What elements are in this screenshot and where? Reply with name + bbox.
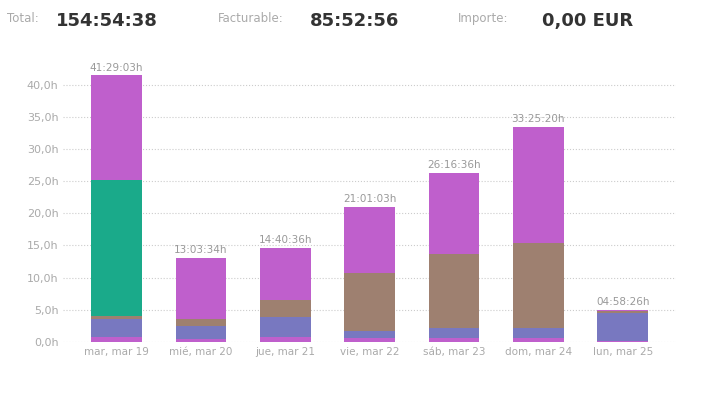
Bar [429,338,479,342]
Bar [92,319,142,337]
Bar [513,127,564,242]
Bar [92,75,142,180]
Bar [598,341,648,342]
Bar [175,339,226,342]
Text: 154:54:38: 154:54:38 [56,12,158,30]
Bar [344,273,395,331]
Text: 14:40:36h: 14:40:36h [258,235,312,245]
Bar [598,310,648,312]
Text: Total:: Total: [7,12,39,25]
Bar [344,331,395,338]
Bar [344,207,395,273]
Bar [175,258,226,319]
Bar [429,254,479,329]
Bar [513,328,564,338]
Bar [513,338,564,342]
Bar [260,338,310,342]
Bar [92,316,142,319]
Text: 33:25:20h: 33:25:20h [512,114,565,125]
Bar [344,338,395,342]
Bar [92,337,142,342]
Text: 26:16:36h: 26:16:36h [427,160,481,170]
Bar [513,242,564,328]
Bar [598,312,648,341]
Bar [175,319,226,327]
Bar [260,248,310,300]
Text: 13:03:34h: 13:03:34h [174,245,227,255]
Bar [92,180,142,316]
Text: 85:52:56: 85:52:56 [310,12,399,30]
Bar [175,327,226,339]
Text: 21:01:03h: 21:01:03h [343,194,396,204]
Bar [429,329,479,338]
Text: Importe:: Importe: [458,12,508,25]
Text: 04:58:26h: 04:58:26h [596,298,650,307]
Text: Facturable:: Facturable: [218,12,284,25]
Bar [260,300,310,317]
Text: 0,00 EUR: 0,00 EUR [542,12,633,30]
Bar [260,317,310,338]
Bar [429,173,479,254]
Text: 41:29:03h: 41:29:03h [89,62,143,73]
